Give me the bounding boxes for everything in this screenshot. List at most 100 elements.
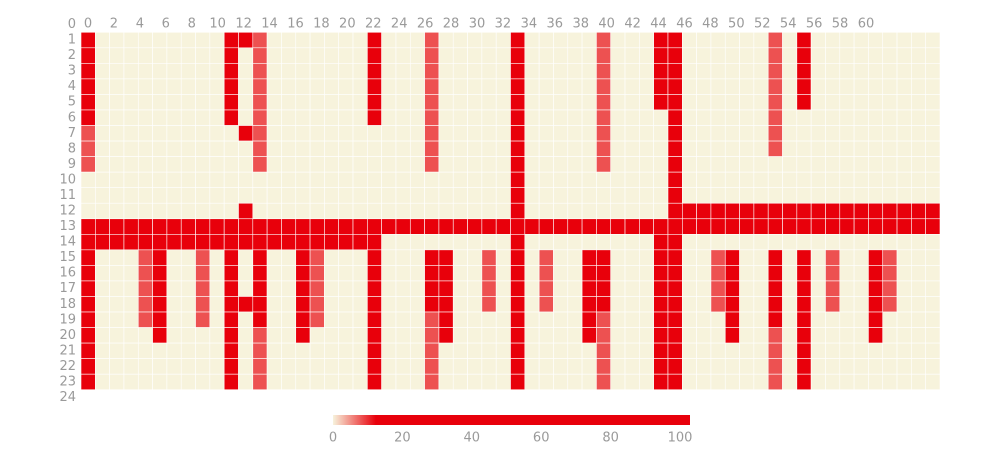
- heatmap-cell: [152, 125, 168, 142]
- heatmap-cell: [510, 373, 526, 391]
- heatmap-cell: [639, 202, 654, 220]
- heatmap-cell: [639, 125, 654, 142]
- heatmap-cell: [810, 311, 826, 328]
- heatmap-cell: [596, 358, 612, 375]
- heatmap-cell: [80, 125, 96, 142]
- heatmap-cell: [467, 358, 483, 375]
- heatmap-cell: [681, 125, 697, 142]
- heatmap-cell: [295, 234, 311, 251]
- heatmap-cell: [324, 156, 339, 173]
- heatmap-cell: [510, 94, 526, 111]
- heatmap-cell: [109, 125, 125, 142]
- heatmap-cell: [324, 94, 339, 111]
- heatmap-cell: [424, 280, 440, 297]
- heatmap-cell: [409, 47, 425, 64]
- heatmap-cell: [495, 171, 511, 188]
- heatmap-cell: [166, 171, 182, 188]
- heatmap-cell: [596, 265, 612, 282]
- heatmap-cell: [767, 218, 783, 235]
- heatmap-cell: [495, 187, 511, 204]
- heatmap-cell: [223, 156, 239, 173]
- heatmap-cell: [252, 171, 268, 188]
- heatmap-cell: [667, 156, 683, 173]
- heatmap-cell: [409, 218, 425, 235]
- heatmap-cell: [624, 202, 640, 220]
- y-tick-label: 7: [68, 126, 76, 141]
- heatmap-cell: [853, 94, 869, 111]
- heatmap-cell: [868, 280, 884, 297]
- heatmap-cell: [166, 63, 182, 80]
- heatmap-cell: [223, 265, 239, 282]
- heatmap-cell: [925, 342, 941, 359]
- heatmap-cell: [367, 78, 382, 95]
- heatmap-cell: [309, 78, 325, 95]
- heatmap-cell: [309, 311, 325, 328]
- heatmap-cell: [238, 373, 254, 391]
- heatmap-cell: [452, 187, 468, 204]
- heatmap-cell: [911, 47, 926, 64]
- heatmap-cell: [782, 358, 798, 375]
- heatmap-cell: [295, 327, 311, 344]
- heatmap-cell: [896, 218, 912, 235]
- heatmap-cell: [825, 31, 841, 49]
- heatmap-cell: [567, 342, 583, 359]
- heatmap-cell: [681, 63, 697, 80]
- heatmap-cell: [639, 218, 654, 235]
- heatmap-cell: [653, 94, 669, 111]
- heatmap-cell: [911, 218, 926, 235]
- heatmap-cell: [152, 358, 168, 375]
- heatmap-cell: [152, 249, 168, 266]
- heatmap-cell: [495, 94, 511, 111]
- heatmap-cell: [925, 202, 941, 220]
- heatmap-cell: [553, 234, 569, 251]
- heatmap-cell: [868, 171, 884, 188]
- heatmap-cell: [424, 31, 440, 49]
- heatmap-cell: [567, 296, 583, 313]
- heatmap-cell: [524, 218, 540, 235]
- heatmap-cell: [266, 234, 282, 251]
- heatmap-cell: [882, 63, 898, 80]
- heatmap-cell: [510, 171, 526, 188]
- y-tick-label: 18: [59, 297, 76, 312]
- heatmap-cell: [495, 358, 511, 375]
- heatmap-cell: [438, 342, 454, 359]
- heatmap-cell: [438, 311, 454, 328]
- heatmap-cell: [395, 31, 411, 49]
- heatmap-cell: [137, 109, 153, 126]
- heatmap-cell: [624, 296, 640, 313]
- heatmap-cell: [853, 296, 869, 313]
- heatmap-cell: [409, 109, 425, 126]
- heatmap-cell: [152, 280, 168, 297]
- heatmap-cell: [753, 63, 769, 80]
- heatmap-cell: [381, 31, 397, 49]
- heatmap-cell: [367, 280, 382, 297]
- heatmap-cell: [324, 140, 339, 157]
- heatmap-cell: [109, 31, 125, 49]
- heatmap-cell: [352, 249, 368, 266]
- heatmap-cell: [739, 249, 755, 266]
- heatmap-cell: [681, 373, 697, 391]
- heatmap-cell: [839, 342, 855, 359]
- heatmap-cell: [911, 140, 926, 157]
- heatmap-cell: [80, 156, 96, 173]
- heatmap-cell: [80, 63, 96, 80]
- heatmap-cell: [123, 125, 139, 142]
- heatmap-cell: [109, 218, 125, 235]
- heatmap-cell: [152, 109, 168, 126]
- heatmap-cell: [639, 94, 654, 111]
- heatmap-cell: [367, 342, 382, 359]
- heatmap-cell: [238, 125, 254, 142]
- heatmap-cell: [252, 47, 268, 64]
- heatmap-cell: [681, 202, 697, 220]
- heatmap-cell: [95, 296, 110, 313]
- heatmap-cell: [553, 265, 569, 282]
- heatmap-cell: [180, 94, 196, 111]
- heatmap-cell: [309, 358, 325, 375]
- heatmap-cell: [925, 63, 941, 80]
- heatmap-cell: [180, 78, 196, 95]
- heatmap-cell: [309, 265, 325, 282]
- heatmap-cell: [596, 63, 612, 80]
- heatmap-cell: [152, 265, 168, 282]
- heatmap-cell: [825, 280, 841, 297]
- heatmap-cell: [467, 265, 483, 282]
